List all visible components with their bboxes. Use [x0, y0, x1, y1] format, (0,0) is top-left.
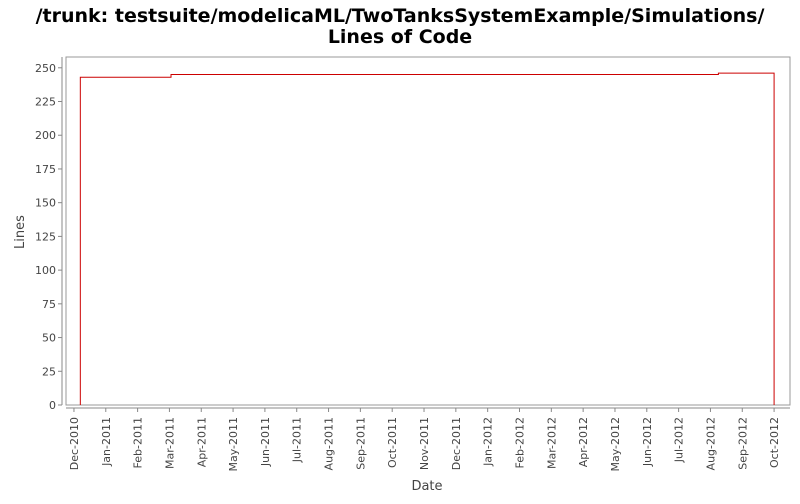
y-tick-label: 100 [35, 264, 56, 277]
x-tick-label: Aug-2011 [323, 417, 336, 470]
x-tick-label: Feb-2011 [132, 417, 145, 468]
x-tick-label: Sep-2011 [354, 417, 367, 470]
x-tick-label: Jan-2012 [482, 417, 495, 467]
y-tick-label: 225 [35, 96, 56, 109]
data-line [79, 72, 775, 405]
x-tick-label: May-2011 [227, 417, 240, 472]
x-tick-label: Feb-2012 [513, 417, 526, 468]
y-tick-label: 175 [35, 163, 56, 176]
y-tick-label: 75 [42, 298, 56, 311]
y-tick-label: 250 [35, 62, 56, 75]
x-tick-label: Apr-2011 [195, 417, 208, 467]
x-tick-label: Jul-2011 [291, 417, 304, 463]
plot-area [65, 56, 791, 406]
y-tick-label: 25 [42, 365, 56, 378]
x-tick-label: Mar-2012 [545, 417, 558, 469]
x-tick-label: Dec-2011 [450, 417, 463, 470]
y-tick-label: 200 [35, 129, 56, 142]
x-tick-label: Mar-2011 [163, 417, 176, 469]
x-tick-label: Jul-2012 [673, 417, 686, 463]
x-tick-label: May-2012 [609, 417, 622, 472]
y-tick-label: 125 [35, 230, 56, 243]
y-axis-label: Lines [13, 215, 28, 249]
x-tick-label: Jun-2012 [641, 417, 654, 467]
x-axis-label: Date [411, 479, 442, 494]
y-tick-label: 0 [49, 399, 56, 412]
x-tick-label: Nov-2011 [418, 417, 431, 470]
x-tick-label: Aug-2012 [704, 417, 717, 470]
x-tick-label: Apr-2012 [577, 417, 590, 467]
x-tick-label: Dec-2010 [68, 417, 81, 470]
x-tick-label: Sep-2012 [736, 417, 749, 470]
x-tick-label: Jan-2011 [100, 417, 113, 467]
y-tick-label: 150 [35, 197, 56, 210]
y-tick-label: 50 [42, 332, 56, 345]
chart-title: /trunk: testsuite/modelicaML/TwoTanksSys… [36, 5, 765, 27]
x-tick-label: Oct-2012 [768, 417, 781, 468]
x-tick-label: Jun-2011 [259, 417, 272, 467]
chart-subtitle: Lines of Code [328, 26, 472, 48]
x-tick-label: Oct-2011 [386, 417, 399, 468]
